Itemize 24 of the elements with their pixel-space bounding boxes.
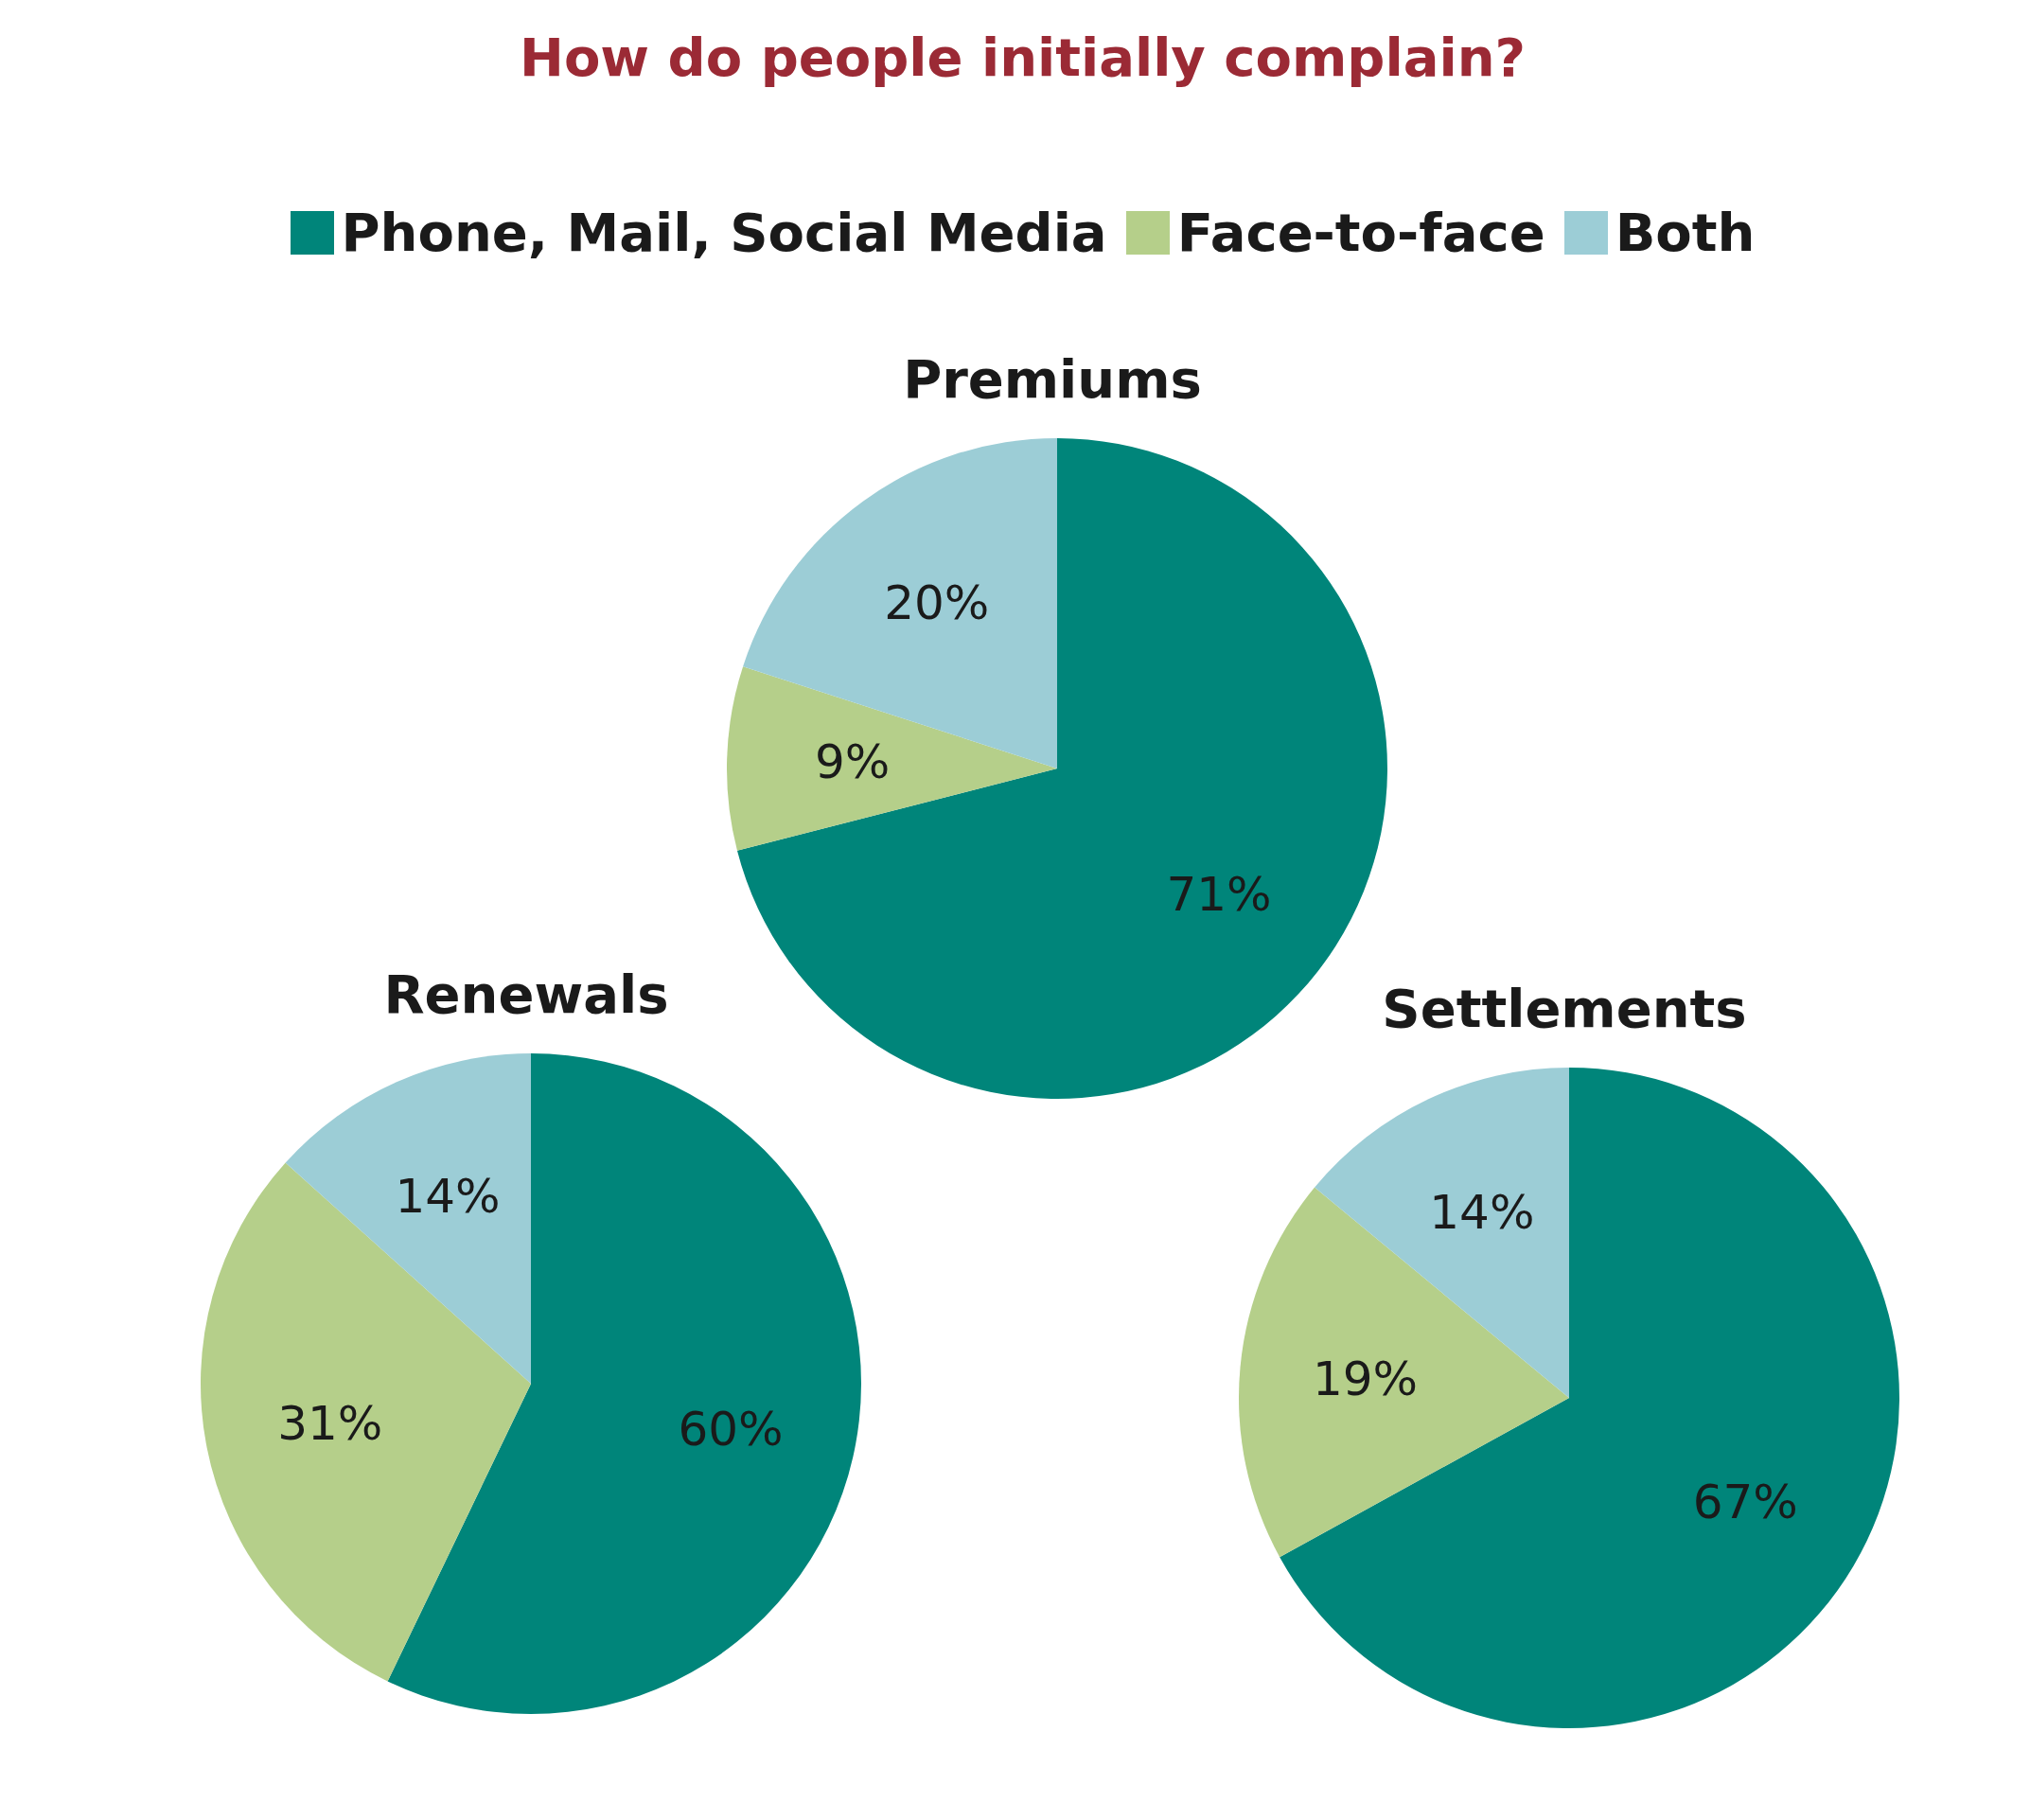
pie-slice [285, 1053, 531, 1384]
pie-slice [201, 1162, 531, 1682]
data-label: 31% [277, 1395, 383, 1451]
pie-slice [387, 1053, 861, 1714]
pie-slice [736, 438, 1387, 1099]
data-label: 14% [395, 1169, 501, 1225]
chart-title: Settlements [1381, 978, 1748, 1041]
legend-label: Phone, Mail, Social Media [341, 202, 1107, 263]
text: Premiums [902, 348, 1203, 412]
data-label: 14% [1429, 1185, 1535, 1241]
pie-slice [727, 666, 1057, 851]
legend-label: Face-to-face [1176, 202, 1545, 263]
data-label: 60% [678, 1402, 784, 1458]
data-label: 20% [884, 574, 990, 630]
data-label: 19% [1313, 1351, 1419, 1406]
text: How do people initially complain? [519, 27, 1527, 88]
data-label: 67% [1692, 1475, 1798, 1530]
pie-slice [1280, 1068, 1899, 1728]
data-label: 9% [815, 734, 891, 790]
data-label: 71% [1166, 866, 1272, 922]
legend-label: Both [1615, 202, 1756, 263]
chart-title: Renewals [382, 963, 670, 1027]
pie-slice [1239, 1187, 1569, 1558]
pie-slice [1315, 1068, 1569, 1398]
